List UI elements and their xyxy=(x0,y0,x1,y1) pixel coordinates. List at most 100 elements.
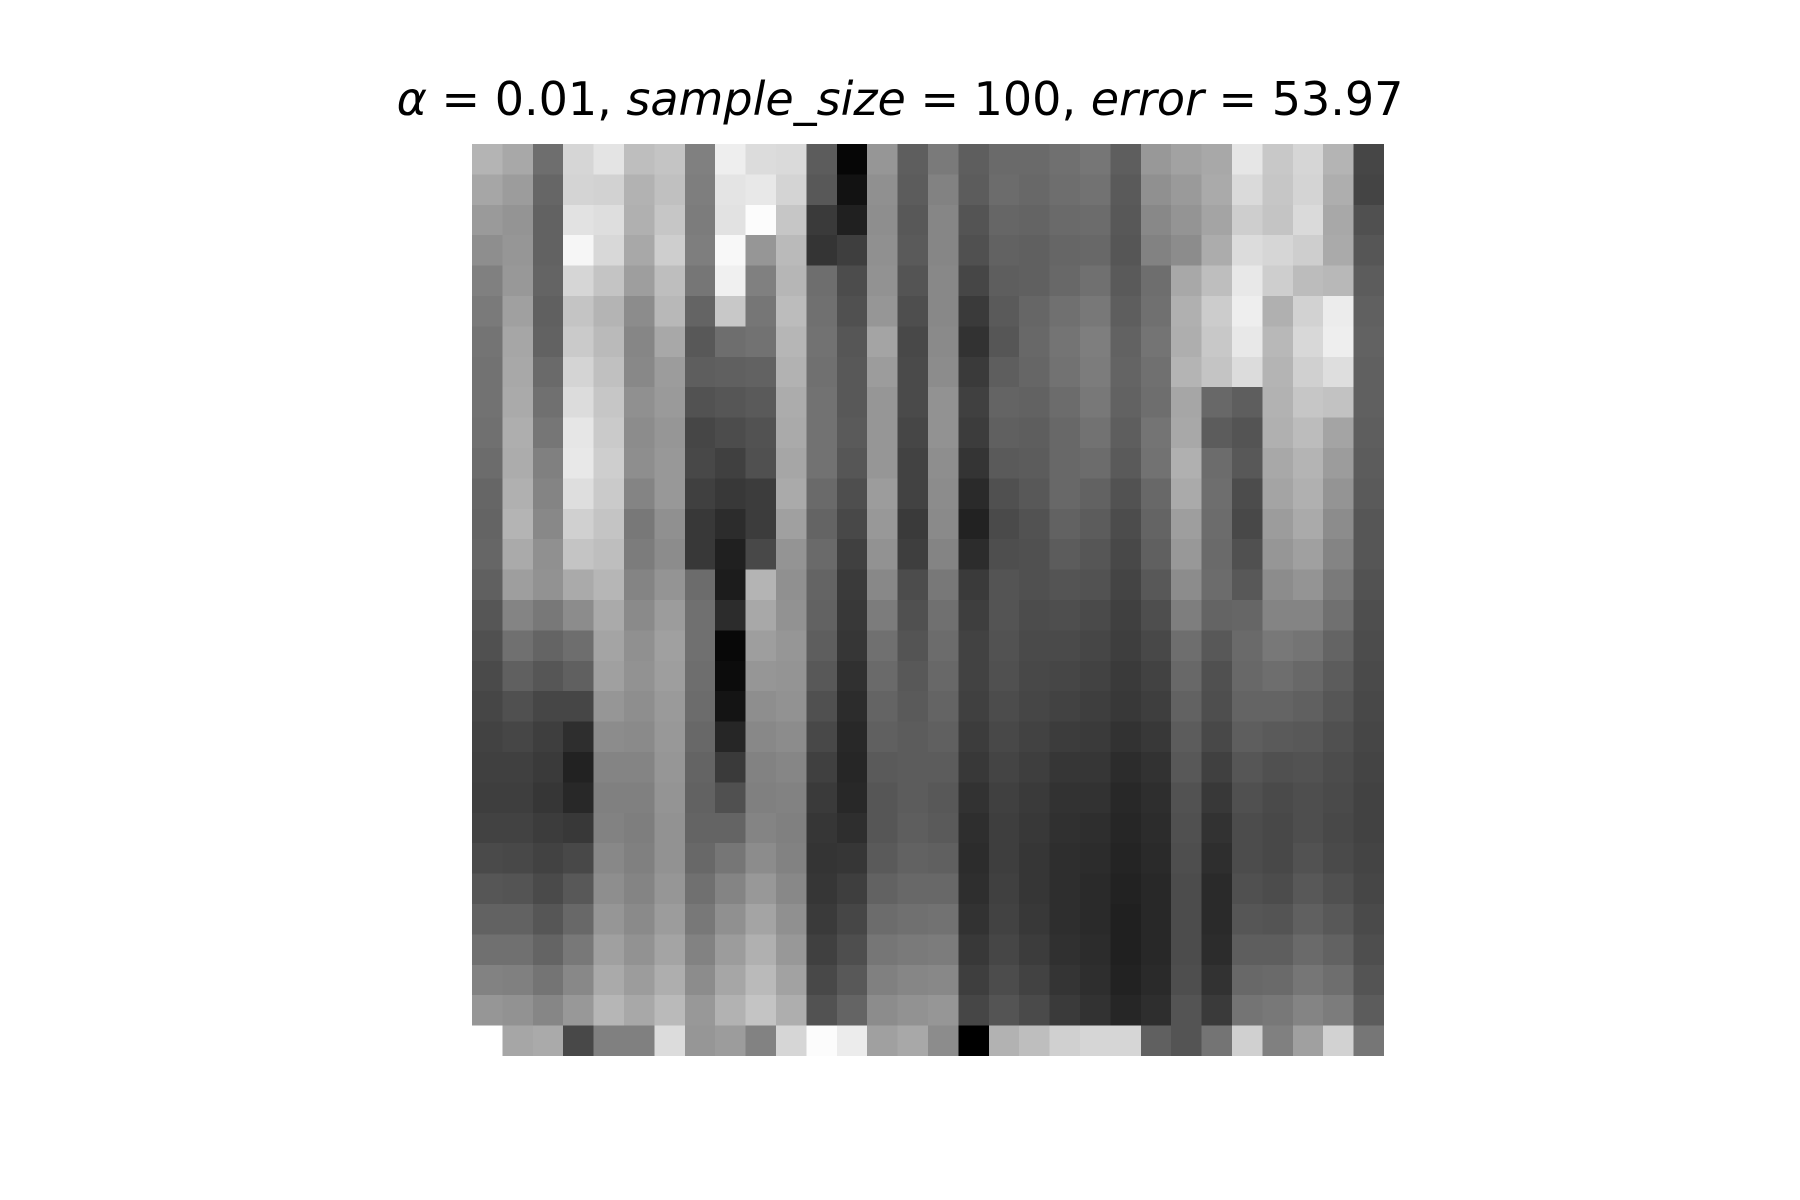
heatmap-cell xyxy=(654,964,686,996)
heatmap-cell xyxy=(624,934,655,966)
heatmap-cell xyxy=(1201,144,1233,175)
heatmap-cell xyxy=(928,752,959,783)
heatmap-cell xyxy=(1171,721,1203,753)
heatmap-cell xyxy=(867,235,899,267)
heatmap-cell xyxy=(654,812,686,844)
heatmap-cell xyxy=(1232,1025,1263,1056)
heatmap-cell xyxy=(654,387,686,419)
heatmap-cell xyxy=(928,721,959,753)
heatmap-cell xyxy=(502,539,534,571)
heatmap-cell xyxy=(745,356,777,388)
heatmap-cell xyxy=(684,1025,716,1056)
heatmap-cell xyxy=(624,569,655,601)
heatmap-cell xyxy=(502,174,534,206)
heatmap-cell xyxy=(715,812,747,844)
heatmap-cell xyxy=(1353,964,1384,996)
heatmap-cell xyxy=(1110,904,1142,935)
heatmap-cell xyxy=(1262,508,1294,540)
heatmap-cell xyxy=(1292,964,1324,996)
heatmap-cell xyxy=(1292,174,1324,206)
heatmap-cell xyxy=(684,812,716,844)
heatmap-cell xyxy=(654,204,686,236)
heatmap-cell xyxy=(988,660,1020,692)
heatmap-cell xyxy=(1201,721,1233,753)
heatmap-cell xyxy=(806,812,838,844)
heatmap-cell xyxy=(1080,1025,1111,1056)
heatmap-cell xyxy=(745,964,777,996)
heatmap-cell xyxy=(1232,873,1263,905)
heatmap-cell xyxy=(1110,539,1142,571)
heatmap-cell xyxy=(1201,174,1233,206)
heatmap-cell xyxy=(1201,812,1233,844)
heatmap-cell xyxy=(563,235,595,267)
heatmap-cell xyxy=(806,417,838,449)
heatmap-cell xyxy=(654,660,686,692)
heatmap-cell xyxy=(745,326,777,358)
heatmap-cell xyxy=(1110,448,1142,479)
heatmap-cell xyxy=(1292,782,1324,814)
heatmap-cell xyxy=(1110,478,1142,510)
heatmap-cell xyxy=(1262,964,1294,996)
heatmap-cell xyxy=(776,539,807,571)
heatmap-cell xyxy=(745,752,777,783)
heatmap-cell xyxy=(1323,356,1355,388)
heatmap-cell xyxy=(745,1025,777,1056)
heatmap-cell xyxy=(988,478,1020,510)
heatmap-cell xyxy=(928,873,959,905)
heatmap-cell xyxy=(684,265,716,297)
heatmap-cell xyxy=(1323,296,1355,327)
heatmap-cell xyxy=(928,174,959,206)
heatmap-cell xyxy=(988,296,1020,327)
heatmap-cell xyxy=(897,144,929,175)
heatmap-cell xyxy=(806,995,838,1027)
heatmap-cell xyxy=(624,326,655,358)
heatmap-cell xyxy=(1080,934,1111,966)
heatmap-cell xyxy=(472,448,503,479)
heatmap-cell xyxy=(684,478,716,510)
heatmap-cell xyxy=(928,265,959,297)
heatmap-cell xyxy=(532,539,564,571)
heatmap-cell xyxy=(654,296,686,327)
heatmap-cell xyxy=(928,569,959,601)
heatmap-cell xyxy=(1171,752,1203,783)
heatmap-cell xyxy=(806,508,838,540)
heatmap-cell xyxy=(776,600,807,631)
heatmap-cell xyxy=(472,1025,503,1056)
heatmap-cell xyxy=(1262,235,1294,267)
heatmap-cell xyxy=(1049,964,1081,996)
chart-title: α = 0.01, sample_size = 100, error = 53.… xyxy=(396,72,1404,126)
heatmap-cell xyxy=(654,782,686,814)
heatmap-cell xyxy=(532,964,564,996)
heatmap-cell xyxy=(1353,356,1384,388)
heatmap-cell xyxy=(867,417,899,449)
heatmap-cell xyxy=(958,812,990,844)
heatmap-cell xyxy=(593,478,625,510)
heatmap-cell xyxy=(1140,843,1172,875)
heatmap-cell xyxy=(1049,387,1081,419)
heatmap-cell xyxy=(684,782,716,814)
heatmap-cell xyxy=(502,691,534,723)
heatmap-cell xyxy=(715,843,747,875)
heatmap-cell xyxy=(1201,934,1233,966)
heatmap-cell xyxy=(988,1025,1020,1056)
heatmap-cell xyxy=(1292,812,1324,844)
heatmap-cell xyxy=(867,752,899,783)
heatmap-cell xyxy=(928,478,959,510)
heatmap-cell xyxy=(867,873,899,905)
heatmap-cell xyxy=(745,539,777,571)
heatmap-cell xyxy=(806,296,838,327)
heatmap-cell xyxy=(624,235,655,267)
heatmap-cell xyxy=(806,934,838,966)
heatmap-cell xyxy=(1262,995,1294,1027)
heatmap-cell xyxy=(1140,934,1172,966)
heatmap-cell xyxy=(806,265,838,297)
heatmap-cell xyxy=(502,417,534,449)
heatmap-cell xyxy=(867,539,899,571)
heatmap-cell xyxy=(1262,934,1294,966)
heatmap-cell xyxy=(532,204,564,236)
heatmap-cell xyxy=(897,417,929,449)
heatmap-cell xyxy=(836,904,868,935)
heatmap-cell xyxy=(958,204,990,236)
heatmap-cell xyxy=(806,873,838,905)
heatmap-cell xyxy=(1353,387,1384,419)
